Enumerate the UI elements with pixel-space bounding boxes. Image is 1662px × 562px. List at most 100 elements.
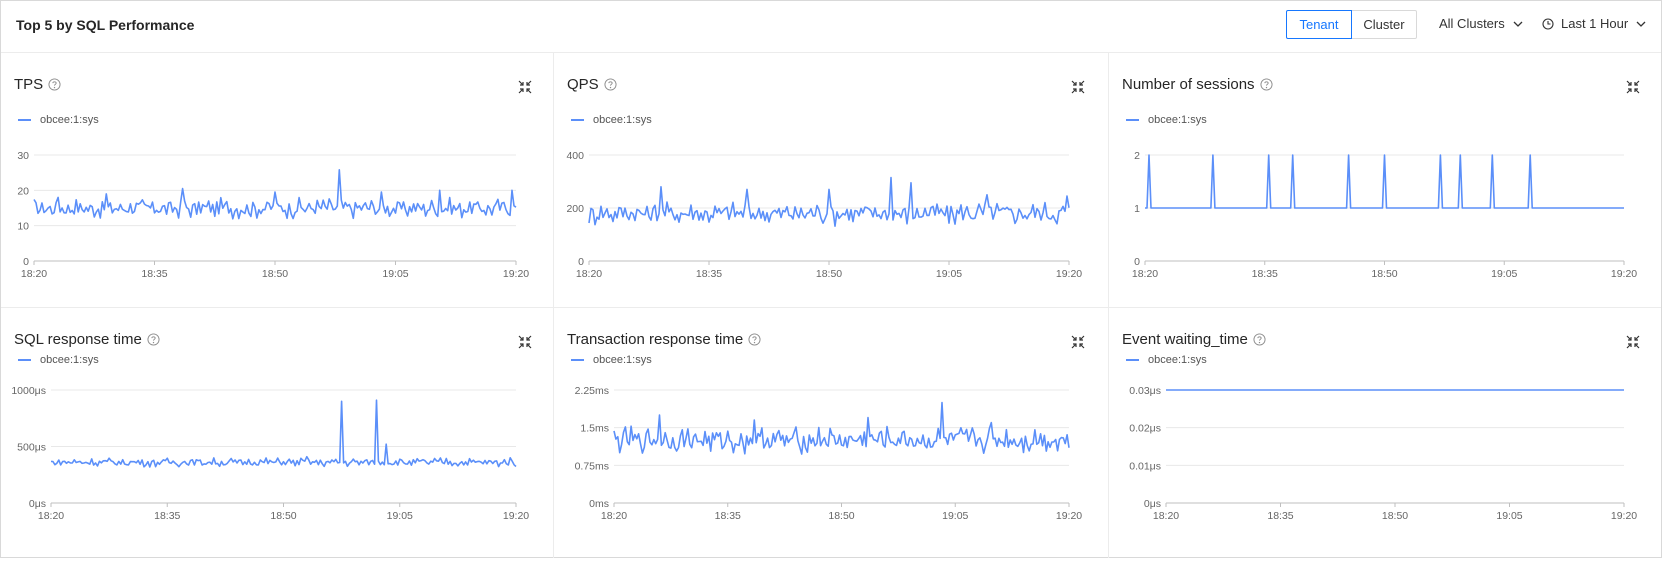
legend-swatch xyxy=(1126,119,1139,121)
legend-item[interactable]: obcee:1:sys xyxy=(1126,354,1207,366)
panel-title: TPS xyxy=(14,76,61,93)
legend-label: obcee:1:sys xyxy=(40,114,99,126)
tab-tenant[interactable]: Tenant xyxy=(1286,10,1352,39)
question-circle-icon[interactable] xyxy=(1253,333,1266,346)
x-tick-label: 19:20 xyxy=(503,510,529,522)
panel-title-text: Event waiting_time xyxy=(1122,331,1248,348)
fullscreen-exit-icon[interactable] xyxy=(1071,335,1085,349)
x-tick-label: 19:05 xyxy=(1491,268,1517,280)
legend-swatch xyxy=(1126,359,1139,361)
x-tick-label: 18:35 xyxy=(715,510,741,522)
y-tick-label: 0 xyxy=(23,256,29,268)
y-tick-label: 2.25ms xyxy=(575,385,609,397)
legend-item[interactable]: obcee:1:sys xyxy=(1126,114,1207,126)
legend-label: obcee:1:sys xyxy=(593,114,652,126)
legend-label: obcee:1:sys xyxy=(1148,354,1207,366)
y-tick-label: 2 xyxy=(1134,150,1140,162)
time-range-value: Last 1 Hour xyxy=(1561,16,1629,31)
y-tick-label: 500μs xyxy=(17,442,46,454)
x-tick-label: 19:05 xyxy=(382,268,408,280)
x-tick-label: 19:20 xyxy=(1056,268,1082,280)
legend-swatch xyxy=(18,359,31,361)
x-tick-label: 18:50 xyxy=(262,268,288,280)
y-tick-label: 10 xyxy=(17,221,29,233)
fullscreen-exit-icon[interactable] xyxy=(1626,80,1640,94)
panel-title: Transaction response time xyxy=(567,331,761,348)
tab-cluster[interactable]: Cluster xyxy=(1351,10,1417,39)
divider xyxy=(1,307,1661,308)
x-tick-label: 18:20 xyxy=(21,268,47,280)
y-tick-label: 0ms xyxy=(589,498,609,510)
x-tick-label: 18:50 xyxy=(816,268,842,280)
panel-event-waiting-time: Event waiting_time obcee:1:sys 0μs 0.01μs 0.… xyxy=(1109,308,1662,562)
x-tick-label: 19:20 xyxy=(1056,510,1082,522)
fullscreen-exit-icon[interactable] xyxy=(518,80,532,94)
y-tick-label: 0.75ms xyxy=(575,460,609,472)
legend-label: obcee:1:sys xyxy=(1148,114,1207,126)
panel-title: Event waiting_time xyxy=(1122,331,1266,348)
x-tick-label: 18:50 xyxy=(270,510,296,522)
x-tick-label: 18:35 xyxy=(1267,510,1293,522)
legend-item[interactable]: obcee:1:sys xyxy=(571,354,652,366)
y-tick-label: 0.03μs xyxy=(1129,385,1161,397)
series-line xyxy=(1145,154,1624,209)
x-tick-label: 18:50 xyxy=(1371,268,1397,280)
panel-qps: QPS obcee:1:sys 0 200 400 18:20 18:35 18:50 19:0… xyxy=(554,53,1107,307)
y-tick-label: 0 xyxy=(578,256,584,268)
panel-sessions: Number of sessions obcee:1:sys 0 1 2 18:20 18:… xyxy=(1109,53,1662,307)
panel-title-text: SQL response time xyxy=(14,331,142,348)
panel-title-text: Transaction response time xyxy=(567,331,744,348)
clock-icon xyxy=(1542,17,1554,30)
time-range-select[interactable]: Last 1 Hour xyxy=(1542,16,1647,31)
question-circle-icon[interactable] xyxy=(604,78,617,91)
question-circle-icon[interactable] xyxy=(1260,78,1273,91)
x-tick-label: 18:50 xyxy=(828,510,854,522)
y-tick-label: 1000μs xyxy=(11,385,46,397)
x-tick-label: 18:20 xyxy=(1132,268,1158,280)
legend-item[interactable]: obcee:1:sys xyxy=(18,114,99,126)
question-circle-icon[interactable] xyxy=(748,333,761,346)
x-tick-label: 18:20 xyxy=(1153,510,1179,522)
legend-item[interactable]: obcee:1:sys xyxy=(571,114,652,126)
dashboard-header: Top 5 by SQL Performance Tenant Cluster … xyxy=(1,1,1661,53)
y-tick-label: 1 xyxy=(1134,203,1140,215)
y-tick-label: 1.5ms xyxy=(580,423,609,435)
panel-title-text: Number of sessions xyxy=(1122,76,1255,93)
y-tick-label: 0μs xyxy=(1144,498,1161,510)
x-tick-label: 19:20 xyxy=(1611,268,1637,280)
fullscreen-exit-icon[interactable] xyxy=(518,335,532,349)
panel-transaction-response-time: Transaction response time obcee:1:sys 0ms 0… xyxy=(554,308,1107,562)
panel-sql-response-time: SQL response time obcee:1:sys 0μs 500μs 1000… xyxy=(1,308,554,562)
line-chart: 0μs 0.01μs 0.02μs 0.03μs 18:20 18:35 18:50 19:0… xyxy=(1129,385,1637,522)
series-line xyxy=(50,399,517,468)
y-tick-label: 200 xyxy=(566,203,584,215)
legend-label: obcee:1:sys xyxy=(40,354,99,366)
fullscreen-exit-icon[interactable] xyxy=(1071,80,1085,94)
x-tick-label: 18:20 xyxy=(576,268,602,280)
question-circle-icon[interactable] xyxy=(48,78,61,91)
x-tick-label: 18:35 xyxy=(1252,268,1278,280)
question-circle-icon[interactable] xyxy=(147,333,160,346)
cluster-select-value: All Clusters xyxy=(1439,16,1505,31)
panel-tps: TPS obcee:1:sys 0 10 20 30 18:20 18:35 18:50 19:0… xyxy=(1,53,554,307)
x-tick-label: 19:05 xyxy=(387,510,413,522)
fullscreen-exit-icon[interactable] xyxy=(1626,335,1640,349)
x-tick-label: 19:05 xyxy=(936,268,962,280)
panel-title: SQL response time xyxy=(14,331,160,348)
legend-swatch xyxy=(18,119,31,121)
divider xyxy=(1108,53,1109,558)
y-tick-label: 0.02μs xyxy=(1129,423,1161,435)
legend-item[interactable]: obcee:1:sys xyxy=(18,354,99,366)
x-tick-label: 18:20 xyxy=(601,510,627,522)
x-tick-label: 18:35 xyxy=(696,268,722,280)
panel-title: Number of sessions xyxy=(1122,76,1273,93)
line-chart: 0μs 500μs 1000μs 18:20 18:35 18:50 19:05 19:20 xyxy=(11,385,529,522)
chevron-down-icon xyxy=(1636,21,1646,27)
x-tick-label: 18:20 xyxy=(38,510,64,522)
x-tick-label: 18:35 xyxy=(154,510,180,522)
cluster-select[interactable]: All Clusters xyxy=(1439,16,1524,31)
y-tick-label: 0.01μs xyxy=(1129,460,1161,472)
series-line xyxy=(613,401,1070,455)
series-line xyxy=(33,169,517,220)
